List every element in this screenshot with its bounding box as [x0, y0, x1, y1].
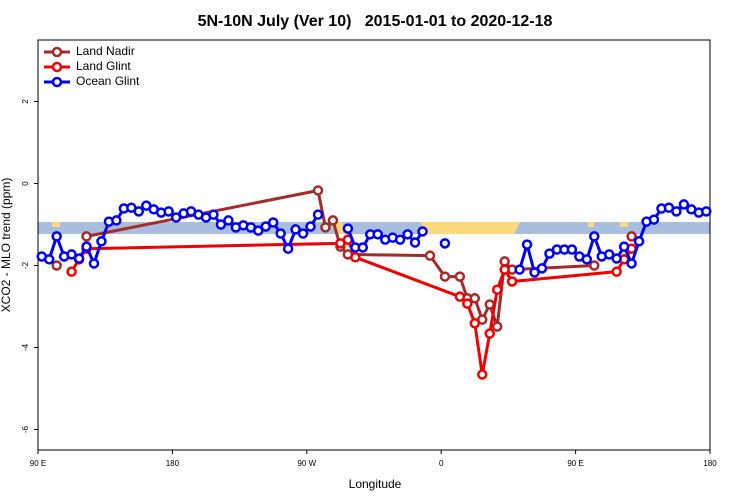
data-point — [603, 249, 615, 260]
x-tick-label: 0 — [439, 459, 444, 468]
x-axis-label: Longitude — [349, 477, 402, 491]
data-point — [267, 217, 279, 228]
data-point — [491, 321, 503, 332]
data-point — [589, 231, 600, 242]
data-point — [701, 206, 712, 217]
data-point — [81, 241, 92, 252]
legend-marker — [51, 61, 63, 73]
data-point — [648, 214, 660, 225]
data-point — [253, 225, 264, 236]
surface-band — [38, 222, 710, 234]
legend-label: Land Glint — [76, 59, 131, 73]
data-point — [462, 298, 473, 309]
data-point — [409, 237, 421, 248]
x-tick-label: 90 E — [30, 459, 46, 468]
data-point — [469, 293, 481, 304]
data-point — [626, 258, 637, 269]
data-point — [223, 215, 234, 226]
data-point — [133, 206, 145, 217]
data-point — [417, 226, 428, 237]
data-point — [51, 260, 62, 271]
data-point — [372, 229, 383, 240]
data-point — [469, 318, 481, 329]
data-point — [81, 231, 92, 242]
x-tick-label: 90 W — [297, 459, 316, 468]
data-point — [454, 271, 466, 282]
data-point — [484, 328, 495, 339]
y-tick-label: 2 — [21, 99, 30, 104]
data-point — [88, 258, 100, 269]
data-point — [305, 221, 316, 232]
y-tick-label: -6 — [21, 425, 30, 433]
data-point — [96, 236, 107, 247]
data-point — [260, 221, 271, 232]
data-point — [618, 241, 630, 252]
data-point — [43, 254, 55, 265]
data-point — [312, 185, 324, 196]
data-point — [521, 239, 533, 250]
data-point — [633, 236, 645, 247]
data-point — [454, 291, 466, 302]
legend-marker — [51, 46, 63, 58]
data-point — [514, 264, 525, 275]
data-point — [678, 199, 690, 210]
data-point — [402, 229, 413, 240]
data-point — [312, 209, 324, 220]
x-tick-label: 90 E — [567, 459, 583, 468]
data-point — [215, 219, 227, 230]
chart-title: 5N-10N July (Ver 10) 2015-01-01 to 2020-… — [198, 13, 553, 30]
data-point — [282, 243, 294, 254]
data-point — [320, 222, 331, 233]
data-point — [671, 206, 682, 217]
data-point — [536, 263, 548, 274]
y-axis-label: XCO2 - MLO trend (ppm) — [0, 178, 13, 313]
y-tick-label: 0 — [21, 181, 30, 186]
data-point — [73, 253, 85, 264]
data-point — [111, 215, 122, 226]
legend-marker — [51, 76, 63, 88]
data-point — [566, 244, 578, 255]
data-point — [357, 242, 369, 253]
data-point — [589, 260, 600, 271]
x-tick-label: 180 — [703, 459, 717, 468]
legend-label: Land Nadir — [76, 44, 135, 58]
data-point — [506, 276, 518, 287]
data-point — [394, 234, 406, 245]
data-point — [439, 238, 451, 249]
data-point — [611, 266, 622, 277]
legend-label: Ocean Glint — [76, 74, 140, 88]
data-point — [350, 252, 361, 263]
plot-frame — [37, 39, 711, 451]
data-point — [491, 284, 503, 295]
data-point — [544, 248, 555, 259]
data-point — [342, 223, 354, 234]
x-tick-label: 180 — [166, 459, 180, 468]
data-point — [51, 231, 62, 242]
data-point — [208, 209, 219, 220]
data-point — [626, 231, 637, 242]
data-point — [611, 253, 622, 264]
data-point — [275, 228, 286, 239]
data-point — [327, 215, 339, 226]
data-point — [529, 267, 540, 278]
data-point — [439, 271, 451, 282]
y-tick-label: -2 — [21, 261, 30, 269]
data-point — [66, 249, 77, 260]
data-point — [66, 266, 77, 277]
data-point — [581, 254, 593, 265]
y-tick-label: -4 — [21, 343, 30, 351]
data-point — [290, 224, 301, 235]
data-point — [499, 256, 510, 267]
data-point — [297, 228, 309, 239]
data-point — [170, 212, 182, 223]
data-point — [424, 250, 436, 261]
data-point — [477, 369, 488, 380]
data-point — [484, 299, 495, 310]
data-point — [163, 206, 174, 217]
data-point — [499, 264, 510, 275]
